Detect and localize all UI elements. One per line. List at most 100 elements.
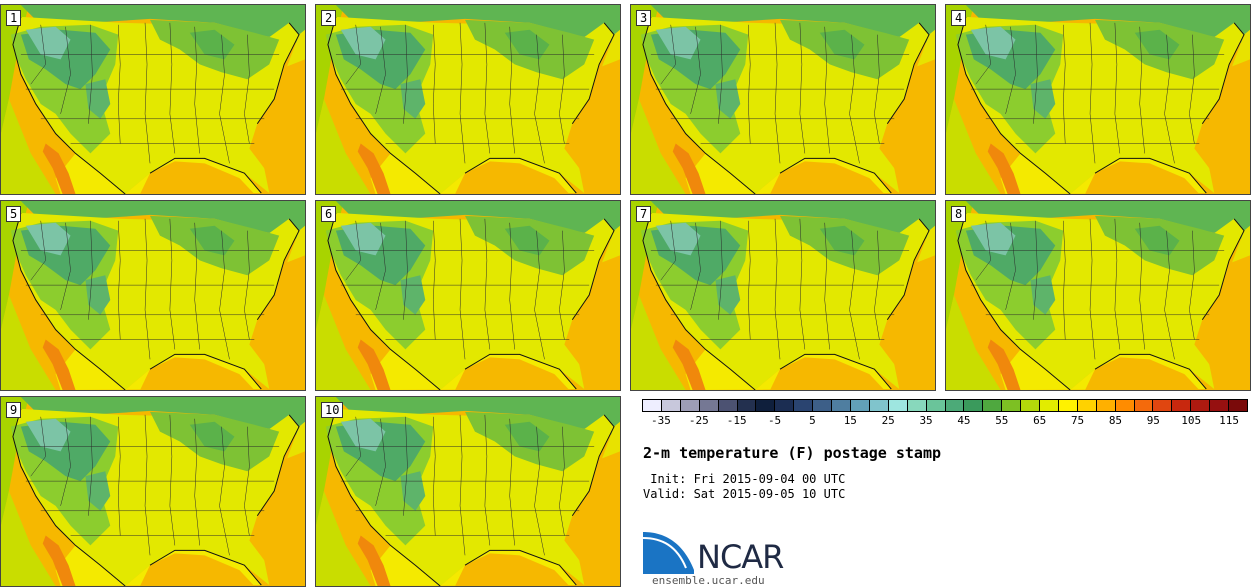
colorbar-tick-label: 55 [995, 414, 1009, 427]
postage-stamp-1: 1 [0, 4, 306, 195]
colorbar-swatch [1229, 400, 1247, 411]
colorbar-tick-label: 45 [957, 414, 971, 427]
colorbar-swatch [643, 400, 662, 411]
colorbar-swatch [661, 400, 681, 411]
state-boundaries [965, 22, 1225, 164]
great-lakes-region [1134, 225, 1180, 256]
baja-warm [357, 143, 391, 194]
colorbar-swatch [888, 400, 908, 411]
stamp-number: 1 [6, 10, 22, 26]
colorbar-tick-label: 95 [1146, 414, 1160, 427]
atlantic-ocean [254, 436, 305, 586]
colorbar-swatch [1134, 400, 1154, 411]
canada-region [335, 201, 620, 241]
canada-region [650, 5, 935, 45]
temperature-map [1, 5, 305, 194]
colorbar-swatch [1153, 400, 1173, 411]
ncar-logo-text: NCAR [697, 538, 784, 576]
coastline [12, 408, 300, 586]
mountain-cold [970, 222, 1016, 256]
stamp-number: 4 [951, 10, 967, 26]
colorbar-swatch [1096, 400, 1116, 411]
temperature-map [946, 201, 1250, 390]
postage-stamp-9: 9 [0, 396, 306, 587]
temperature-map [316, 201, 620, 390]
great-lakes-region [189, 225, 235, 256]
great-lakes-region [189, 421, 235, 452]
stamp-number: 10 [321, 402, 344, 418]
atlantic-ocean [884, 44, 935, 194]
colorbar-tick-label: -15 [726, 414, 747, 427]
colorbar-swatch [1191, 400, 1211, 411]
atlantic-ocean [569, 240, 620, 390]
temperature-map [316, 397, 620, 586]
colorbar-swatch [945, 400, 965, 411]
colorbar-tick-label: 115 [1219, 414, 1239, 427]
colorbar-swatch [718, 400, 738, 411]
colorbar-swatch [1021, 400, 1041, 411]
atlantic-north [287, 225, 305, 263]
postage-stamp-8: 8 [945, 200, 1251, 391]
great-lakes-region [819, 29, 865, 60]
mountain-cold [340, 222, 386, 256]
gulf-of-mexico [140, 553, 255, 586]
canada-region [965, 5, 1250, 45]
great-lakes-region [819, 225, 865, 256]
colorbar-swatch [737, 400, 757, 411]
gulf-of-mexico [140, 161, 255, 194]
state-boundaries [20, 218, 280, 360]
colorbar-tick-label: 75 [1070, 414, 1085, 427]
pacific-ocean-south [1, 295, 56, 390]
gulf-of-mexico [455, 357, 570, 390]
stamp-number: 6 [321, 206, 337, 222]
colorbar-swatch [775, 400, 795, 411]
colorbar-swatch [1002, 400, 1022, 411]
mountain-cold [25, 222, 71, 256]
postage-stamp-4: 4 [945, 4, 1251, 195]
gulf-of-mexico [770, 161, 885, 194]
init-time: Init: Fri 2015-09-04 00 UTC [643, 472, 846, 486]
pacific-ocean-south [631, 295, 686, 390]
atlantic-ocean [1199, 240, 1250, 390]
atlantic-north [917, 225, 935, 263]
colorbar-tick-label: -35 [651, 414, 671, 427]
colorbar-tick-label: 85 [1108, 414, 1123, 427]
colorbar-swatch [680, 400, 700, 411]
pacific-ocean-south [631, 99, 686, 194]
mountain-cold [25, 26, 71, 60]
gulf-of-mexico [455, 553, 570, 586]
atlantic-ocean [569, 436, 620, 586]
pacific-ocean-south [316, 491, 371, 586]
canada-region [335, 397, 620, 437]
canada-region [20, 201, 305, 241]
atlantic-north [917, 29, 935, 67]
stamp-number: 3 [636, 10, 652, 26]
pacific-ocean [1, 201, 29, 330]
postage-stamp-6: 6 [315, 200, 621, 391]
gulf-of-mexico [455, 161, 570, 194]
baja-warm [42, 143, 76, 194]
coastline [12, 16, 300, 194]
coastline [12, 212, 300, 390]
great-lakes-region [504, 225, 550, 256]
state-boundaries [335, 218, 595, 360]
baja-warm [672, 143, 706, 194]
coastline [957, 212, 1245, 390]
footer-url: ensemble.ucar.edu [652, 574, 765, 587]
state-boundaries [20, 414, 280, 556]
colorbar-tick-label: 105 [1181, 414, 1202, 427]
postage-stamp-7: 7 [630, 200, 936, 391]
pacific-ocean [316, 201, 344, 330]
stamp-number: 5 [6, 206, 22, 222]
mountain-cold [340, 26, 386, 60]
atlantic-ocean [1199, 44, 1250, 194]
stamp-number: 9 [6, 402, 22, 418]
baja-warm [357, 535, 391, 586]
colorbar-swatch [1115, 400, 1135, 411]
coastline [642, 16, 930, 194]
canada-region [650, 201, 935, 241]
colorbar-swatch [1077, 400, 1097, 411]
temperature-map [316, 5, 620, 194]
great-lakes-region [189, 29, 235, 60]
colorbar-swatch [699, 400, 719, 411]
